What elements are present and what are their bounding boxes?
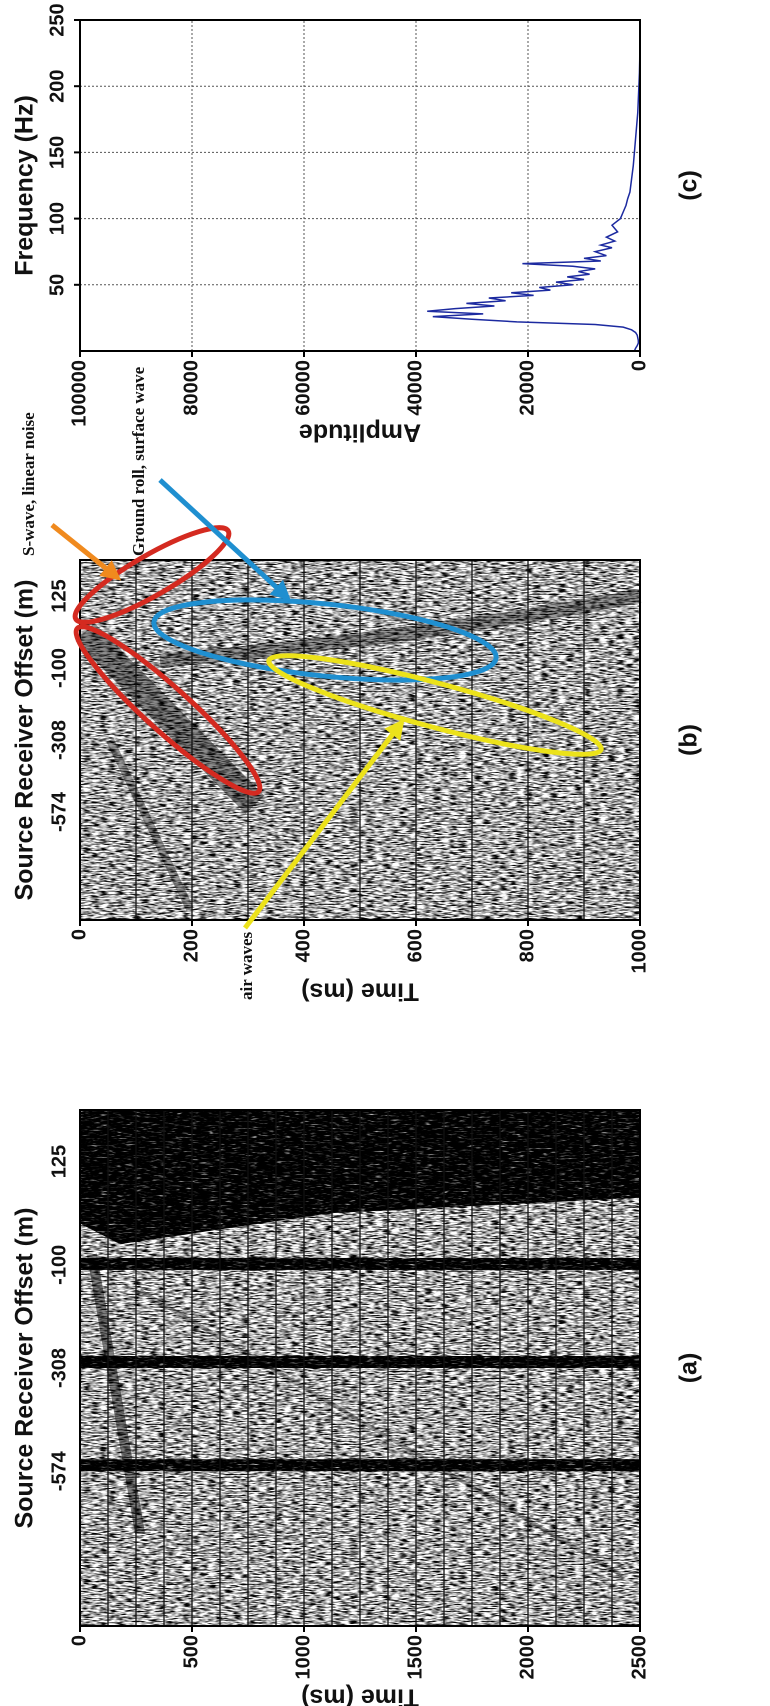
panel-label: (c)	[675, 170, 703, 201]
x-tick-label: 200	[46, 70, 68, 103]
y-tick-label: 20000	[516, 360, 538, 416]
annotation-label: S-wave, linear noise	[19, 412, 38, 556]
y-tick-label: 40000	[404, 360, 426, 416]
plot-frame	[79, 559, 641, 921]
linear-noise	[75, 622, 265, 814]
y-tick-label: 800	[516, 929, 538, 962]
first-arrival	[87, 1253, 145, 1534]
annotation-ellipse	[151, 597, 499, 683]
panel: -574 -308 -100 125 0 200 400 600 800 1000 Time (ms…	[11, 366, 703, 1005]
x-tick-label: 150	[46, 136, 68, 169]
panel: -574 -308 -100 125 0 500 1000 1500 2000 2500 Time …	[11, 1109, 703, 1706]
annotation-arrow	[158, 478, 291, 601]
y-tick-label: 1000	[628, 929, 650, 974]
annotation-arrow	[50, 523, 122, 581]
offset-tick-label: -100	[48, 648, 70, 688]
x-tick-label: 50	[46, 274, 68, 296]
y-tick-label: 200	[180, 929, 202, 962]
y-tick-label: 1000	[292, 1635, 314, 1680]
plot-frame	[79, 1109, 641, 1627]
y-tick-label: 0	[68, 1635, 90, 1646]
panel-label: (a)	[675, 1353, 703, 1384]
y-tick-label: 2500	[628, 1635, 650, 1680]
y-tick-label: 0	[68, 929, 90, 940]
offset-tick-label: -308	[48, 1348, 70, 1388]
x-axis-title: Source Receiver Offset (m)	[11, 580, 39, 901]
offset-tick-label: -574	[48, 1450, 70, 1491]
panel-label: (b)	[675, 724, 703, 756]
first-arrival	[106, 738, 194, 911]
panel: 50 100 150 200 250 0 20000 40000 60000 80000 10000…	[11, 3, 703, 446]
annotation-ellipse	[72, 525, 232, 625]
annotation-arrow	[243, 718, 405, 930]
y-tick-label: 1500	[404, 1635, 426, 1680]
annotation-ellipse	[73, 624, 263, 796]
plot-background	[80, 20, 640, 351]
x-tick-label: 250	[46, 3, 68, 36]
y-tick-label: 500	[180, 1635, 202, 1668]
offset-tick-label: -100	[48, 1245, 70, 1285]
spectrum-line	[427, 19, 641, 352]
y-axis-title: Time (ms)	[301, 1683, 419, 1706]
y-tick-label: 400	[292, 929, 314, 962]
ground-roll	[159, 589, 642, 668]
annotation-label: air waves	[237, 931, 256, 1000]
y-axis-title: Amplitude	[299, 418, 421, 446]
offset-tick-label: 125	[48, 579, 70, 612]
offset-tick-label: -574	[48, 791, 70, 832]
offset-tick-label: -308	[48, 720, 70, 760]
y-tick-label: 80000	[180, 360, 202, 416]
y-tick-label: 600	[404, 929, 426, 962]
annotation-ellipse	[266, 653, 604, 757]
y-tick-label: 100000	[68, 360, 90, 427]
y-axis-title: Time (ms)	[301, 977, 419, 1005]
plot-frame	[79, 19, 641, 352]
y-tick-label: 2000	[516, 1635, 538, 1680]
x-tick-label: 100	[46, 202, 68, 235]
x-axis-title: Frequency (Hz)	[11, 95, 39, 276]
y-tick-label: 0	[628, 360, 650, 371]
offset-tick-label: 125	[48, 1145, 70, 1178]
annotation-label: Ground roll, surface wave	[129, 366, 148, 556]
y-tick-label: 60000	[292, 360, 314, 416]
x-axis-title: Source Receiver Offset (m)	[11, 1208, 39, 1529]
